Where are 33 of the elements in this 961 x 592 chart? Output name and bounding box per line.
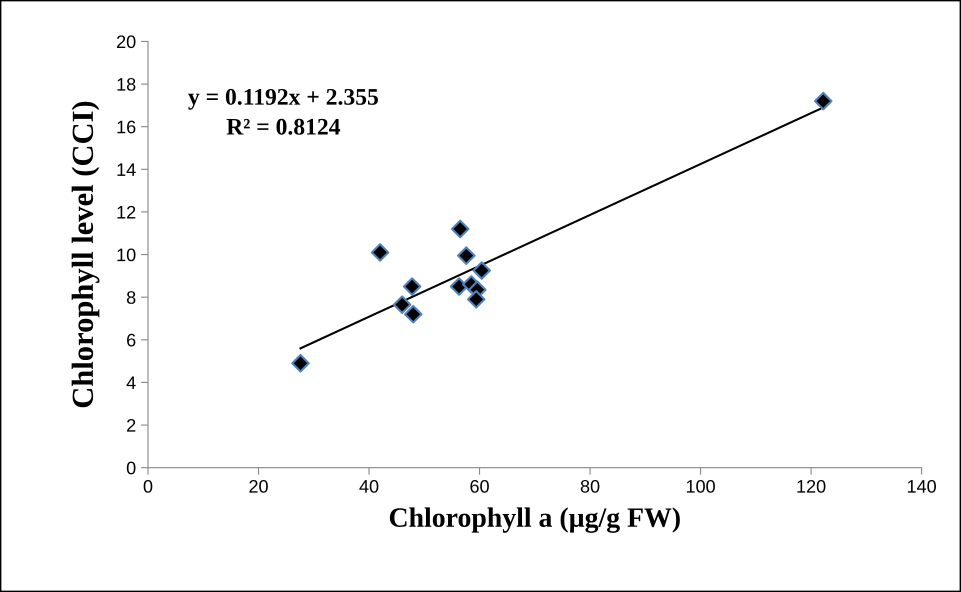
y-tick-label: 12 xyxy=(117,206,136,218)
x-tick-label: 60 xyxy=(470,480,489,493)
point xyxy=(402,277,422,296)
point xyxy=(457,246,476,265)
x-axis-title: Chlorophyll a (µg/g FW) xyxy=(390,507,680,533)
x-tick-label: 120 xyxy=(797,480,826,493)
x-tick-label: 80 xyxy=(580,480,600,493)
y-tick-label: 4 xyxy=(126,376,136,389)
y-tick-label: 8 xyxy=(126,291,136,304)
point xyxy=(814,92,832,110)
y-axis-title: Chlorophyll level (CCI) xyxy=(72,102,100,408)
point xyxy=(466,290,486,309)
x-tick-label: 140 xyxy=(908,480,936,493)
x-tick-label: 0 xyxy=(144,480,152,493)
y-tick-label: 18 xyxy=(117,78,136,91)
annotation: y = 0.1192x + 2.355 xyxy=(188,88,378,110)
point xyxy=(392,295,412,314)
x-tick-label: 100 xyxy=(686,480,715,493)
point xyxy=(450,220,470,238)
point xyxy=(370,243,390,262)
point xyxy=(472,261,492,280)
y-tick-label: 20 xyxy=(117,35,136,48)
annotation: R² = 0.8124 xyxy=(226,118,340,135)
point xyxy=(404,304,422,324)
x-tick-label: 20 xyxy=(249,480,268,493)
y-tick-label: 14 xyxy=(117,163,136,176)
y-tick-label: 10 xyxy=(117,248,136,262)
y-tick-label: 16 xyxy=(117,120,136,134)
y-tick-label: 2 xyxy=(127,418,136,432)
y-tick-label: 0 xyxy=(126,462,136,474)
y-tick-label: 6 xyxy=(127,334,136,347)
point xyxy=(291,354,310,373)
x-tick-label: 40 xyxy=(359,480,378,493)
